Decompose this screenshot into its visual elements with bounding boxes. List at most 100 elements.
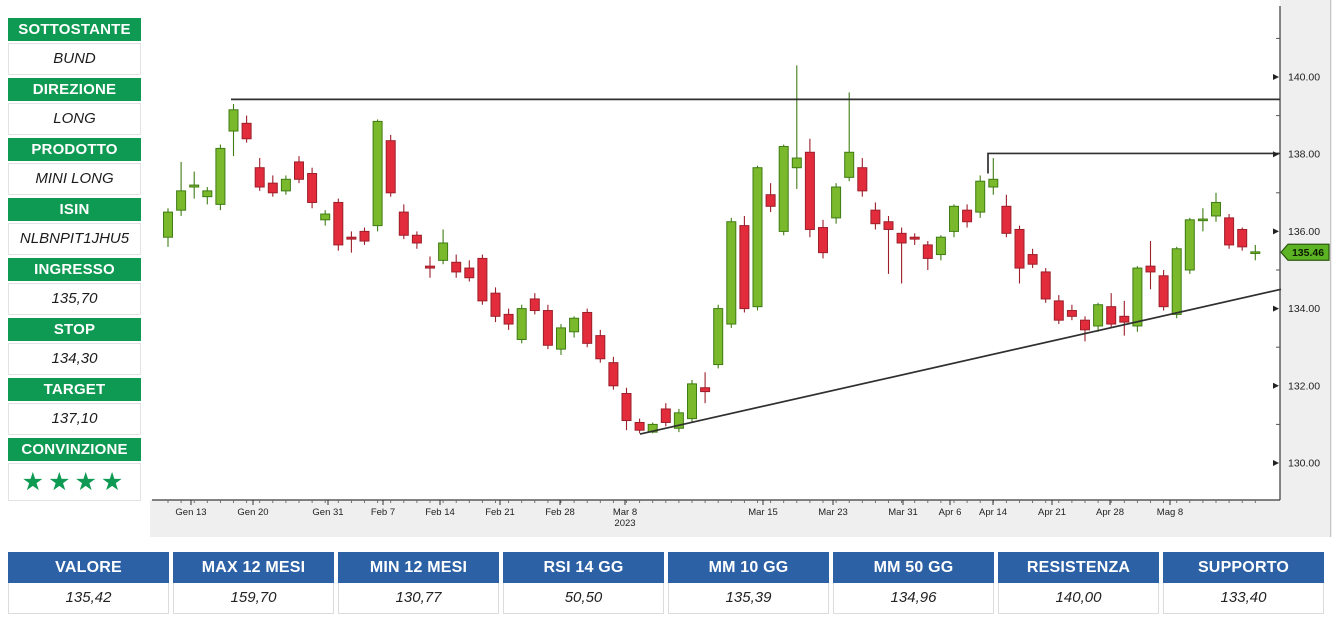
y-axis-label: 138.00 <box>1288 149 1320 161</box>
candle-body <box>254 167 265 188</box>
x-axis-label: Feb 14 <box>425 507 455 518</box>
candle <box>267 175 278 197</box>
x-axis-label: Gen 20 <box>237 507 268 518</box>
candle-body <box>490 292 501 317</box>
candle-body <box>464 267 475 279</box>
candle <box>1132 266 1143 332</box>
y-tick-marker <box>1273 460 1279 466</box>
candle-body <box>621 393 632 422</box>
current-price-tag: 135.46 <box>1280 243 1330 261</box>
candle-body <box>752 167 763 308</box>
candle <box>595 329 606 363</box>
candle <box>333 198 344 251</box>
candle <box>425 256 435 278</box>
candle <box>1119 300 1130 336</box>
candle-body <box>1119 315 1130 323</box>
candle-body <box>202 190 213 198</box>
candle <box>438 229 449 265</box>
stat-header-resistenza: RESISTENZA <box>998 552 1159 583</box>
candle-body <box>1132 267 1143 327</box>
candle <box>870 202 881 230</box>
y-tick-marker <box>1273 305 1279 312</box>
stat-header-valore: VALORE <box>8 552 169 583</box>
candle <box>254 158 265 191</box>
candle-body <box>975 180 986 213</box>
candle-body <box>1080 319 1090 331</box>
plot-area <box>150 0 1280 500</box>
candle-body <box>1171 248 1182 315</box>
candle-body <box>503 313 514 325</box>
sidebar-row: STOP 134,30 <box>8 318 141 375</box>
candle <box>962 204 973 228</box>
candle <box>621 387 632 431</box>
candle-body <box>700 387 711 393</box>
stat-value-max-12-mesi: 159,70 <box>173 583 334 614</box>
candle-body <box>857 167 868 192</box>
sidebar-value-isin: NLBNPIT1JHU5 <box>8 223 141 255</box>
candle <box>464 260 475 282</box>
candle <box>909 233 920 245</box>
candle <box>1001 194 1012 238</box>
y-axis-label: 136.00 <box>1288 226 1320 238</box>
x-axis-label: Mar 23 <box>818 507 848 518</box>
candle <box>372 119 383 232</box>
candle-body <box>935 236 946 256</box>
x-axis-label: Feb 7 <box>371 507 395 518</box>
candle <box>935 235 946 261</box>
stat-value-mm-10-gg: 135,39 <box>668 583 829 614</box>
resistance-line-2 <box>987 152 1280 174</box>
candle-body <box>163 211 173 238</box>
candle <box>922 241 933 270</box>
candle-body <box>804 151 815 230</box>
stat-column-supporto: SUPPORTO 133,40 <box>1163 552 1324 614</box>
candle-body <box>844 151 855 178</box>
candle <box>1250 244 1261 261</box>
candle-body <box>411 234 422 244</box>
candle-body <box>870 209 881 225</box>
candle <box>582 308 593 348</box>
candle <box>320 210 331 226</box>
candle-body <box>1184 219 1195 271</box>
x-axis-label: Mar 31 <box>888 507 918 518</box>
sidebar-value-target: 137,10 <box>8 403 141 435</box>
stat-value-valore: 135,42 <box>8 583 169 614</box>
candle <box>163 208 173 247</box>
sidebar-row: SOTTOSTANTE BUND <box>8 18 141 75</box>
candle <box>359 227 370 245</box>
support-trendline <box>639 288 1282 435</box>
stat-column-mm-50-gg: MM 50 GG 134,96 <box>833 552 994 614</box>
candle <box>490 287 501 323</box>
candle-body <box>280 178 291 192</box>
candle <box>1027 248 1038 269</box>
candle-body <box>267 182 278 194</box>
candle <box>398 204 409 240</box>
candle-body <box>818 227 828 254</box>
candle <box>503 308 514 330</box>
candle-body <box>1066 310 1077 317</box>
candle <box>1066 304 1077 321</box>
candle-body <box>451 261 462 273</box>
candle-body <box>713 308 724 366</box>
candle-body <box>320 213 331 221</box>
candle-body <box>1237 228 1248 248</box>
candle <box>634 418 645 434</box>
candle-body <box>569 317 580 333</box>
candle-body <box>294 161 304 180</box>
candle <box>765 183 776 213</box>
sidebar-value-sottostante: BUND <box>8 43 141 75</box>
y-tick-marker <box>1273 74 1279 80</box>
x-axis-label: Mar 15 <box>748 507 778 518</box>
axis-margin-bottom <box>150 500 1332 537</box>
sidebar-header-isin: ISIN <box>8 198 141 221</box>
x-axis-label: Gen 31 <box>312 507 343 518</box>
candle-body <box>647 423 658 433</box>
candle <box>844 92 855 182</box>
sidebar-value-prodotto: MINI LONG <box>8 163 141 195</box>
trade-info-sidebar: SOTTOSTANTE BUND DIREZIONE LONG PRODOTTO MINI… <box>8 18 141 504</box>
candle <box>1171 246 1182 319</box>
candle <box>660 403 671 427</box>
candle <box>1014 225 1025 284</box>
conviction-stars: ★★★★ <box>8 463 141 501</box>
stat-header-max-12-mesi: MAX 12 MESI <box>173 552 334 583</box>
